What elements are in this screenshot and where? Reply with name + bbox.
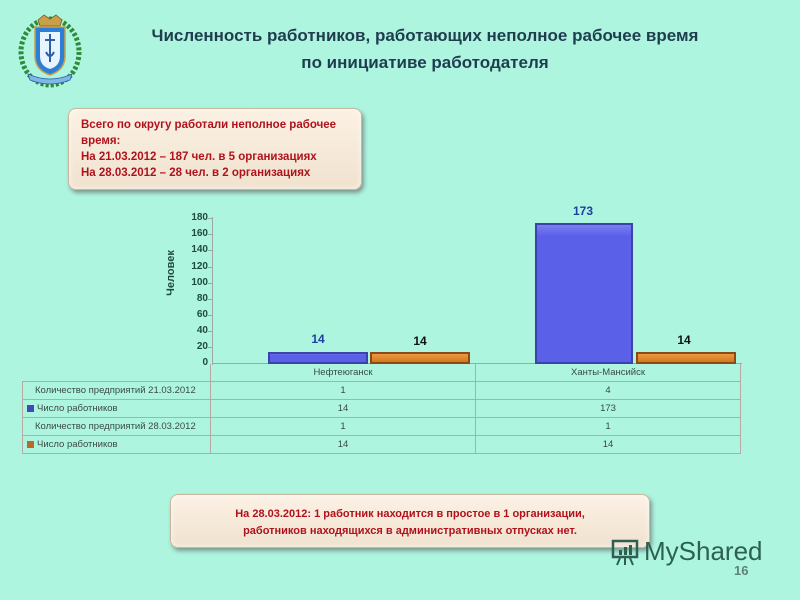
row-label: Число работников <box>37 403 118 414</box>
table-row: Количество предприятий 21.03.2012 1 4 <box>22 381 741 400</box>
cell: 14 <box>210 435 476 454</box>
y-tick: 40 <box>196 325 208 336</box>
cell: 1 <box>210 417 476 436</box>
bar-value-label: 173 <box>572 204 594 218</box>
cell: 4 <box>475 381 741 400</box>
y-tick: 80 <box>196 293 208 304</box>
y-tick: 60 <box>196 309 208 320</box>
y-tick: 180 <box>191 212 208 223</box>
y-tick-mark <box>208 299 212 300</box>
category-label: Ханты-Мансийск <box>475 364 741 382</box>
y-tick-mark <box>208 218 212 219</box>
bar-value-label: 14 <box>677 333 691 347</box>
summary-callout: Всего по округу работали неполное рабоче… <box>68 108 362 190</box>
legend-key-orange <box>27 441 34 448</box>
cell: 173 <box>475 399 741 418</box>
summary-line-1: Всего по округу работали неполное рабоче… <box>81 119 337 131</box>
title-line-2: по инициативе работодателя <box>301 53 549 72</box>
cell: 1 <box>475 417 741 436</box>
y-tick: 120 <box>191 261 208 272</box>
y-tick: 0 <box>202 357 208 368</box>
bar-khanty-mansiysk-2103 <box>535 223 633 364</box>
y-tick-mark <box>208 315 212 316</box>
watermark-text: MyShared <box>644 536 763 566</box>
y-tick-mark <box>208 347 212 348</box>
title-line-1: Численность работников, работающих непол… <box>151 26 699 45</box>
bar-nefteyugansk-2803 <box>370 352 470 364</box>
row-label: Количество предприятий 21.03.2012 <box>22 381 211 400</box>
note-callout: На 28.03.2012: 1 работник находится в пр… <box>170 494 650 548</box>
table-row: Число работников 14 173 <box>22 399 741 418</box>
cell: 14 <box>475 435 741 454</box>
table-row: Количество предприятий 28.03.2012 1 1 <box>22 417 741 436</box>
y-tick-mark <box>208 331 212 332</box>
bar-nefteyugansk-2103 <box>268 352 368 364</box>
bar-value-label: 14 <box>311 332 325 346</box>
category-label: Нефтеюганск <box>210 364 476 382</box>
y-tick-mark <box>208 250 212 251</box>
cell: 14 <box>210 399 476 418</box>
cell: 1 <box>210 381 476 400</box>
presentation-board-icon <box>611 539 639 565</box>
page-title: Численность работников, работающих непол… <box>100 22 750 76</box>
watermark: MyShared <box>610 536 763 567</box>
note-line-2: работников находящихся в административны… <box>243 525 577 537</box>
y-tick-mark <box>208 267 212 268</box>
legend-key-blue <box>27 405 34 412</box>
y-tick-mark <box>208 283 212 284</box>
table-row: Число работников 14 14 <box>22 435 741 454</box>
y-tick-mark <box>208 234 212 235</box>
row-label: Количество предприятий 28.03.2012 <box>22 417 211 436</box>
y-tick: 160 <box>191 228 208 239</box>
summary-line-4: На 28.03.2012 – 28 чел. в 2 организациях <box>81 167 311 179</box>
chart-data-table: Нефтеюганск Ханты-Мансийск Количество пр… <box>22 364 741 454</box>
y-tick: 100 <box>191 277 208 288</box>
y-axis <box>212 217 213 365</box>
page-number: 16 <box>734 563 749 578</box>
row-label: Число работников <box>37 439 118 450</box>
y-tick: 20 <box>196 341 208 352</box>
summary-line-3: На 21.03.2012 – 187 чел. в 5 организация… <box>81 151 317 163</box>
y-tick: 140 <box>191 244 208 255</box>
summary-line-2: время: <box>81 135 121 147</box>
bar-khanty-mansiysk-2803 <box>636 352 736 364</box>
table-header-row: Нефтеюганск Ханты-Мансийск <box>23 364 741 382</box>
bar-value-label: 14 <box>413 334 427 348</box>
coat-of-arms-icon <box>18 12 82 88</box>
x-axis <box>212 363 742 364</box>
note-line-1: На 28.03.2012: 1 работник находится в пр… <box>235 508 585 520</box>
